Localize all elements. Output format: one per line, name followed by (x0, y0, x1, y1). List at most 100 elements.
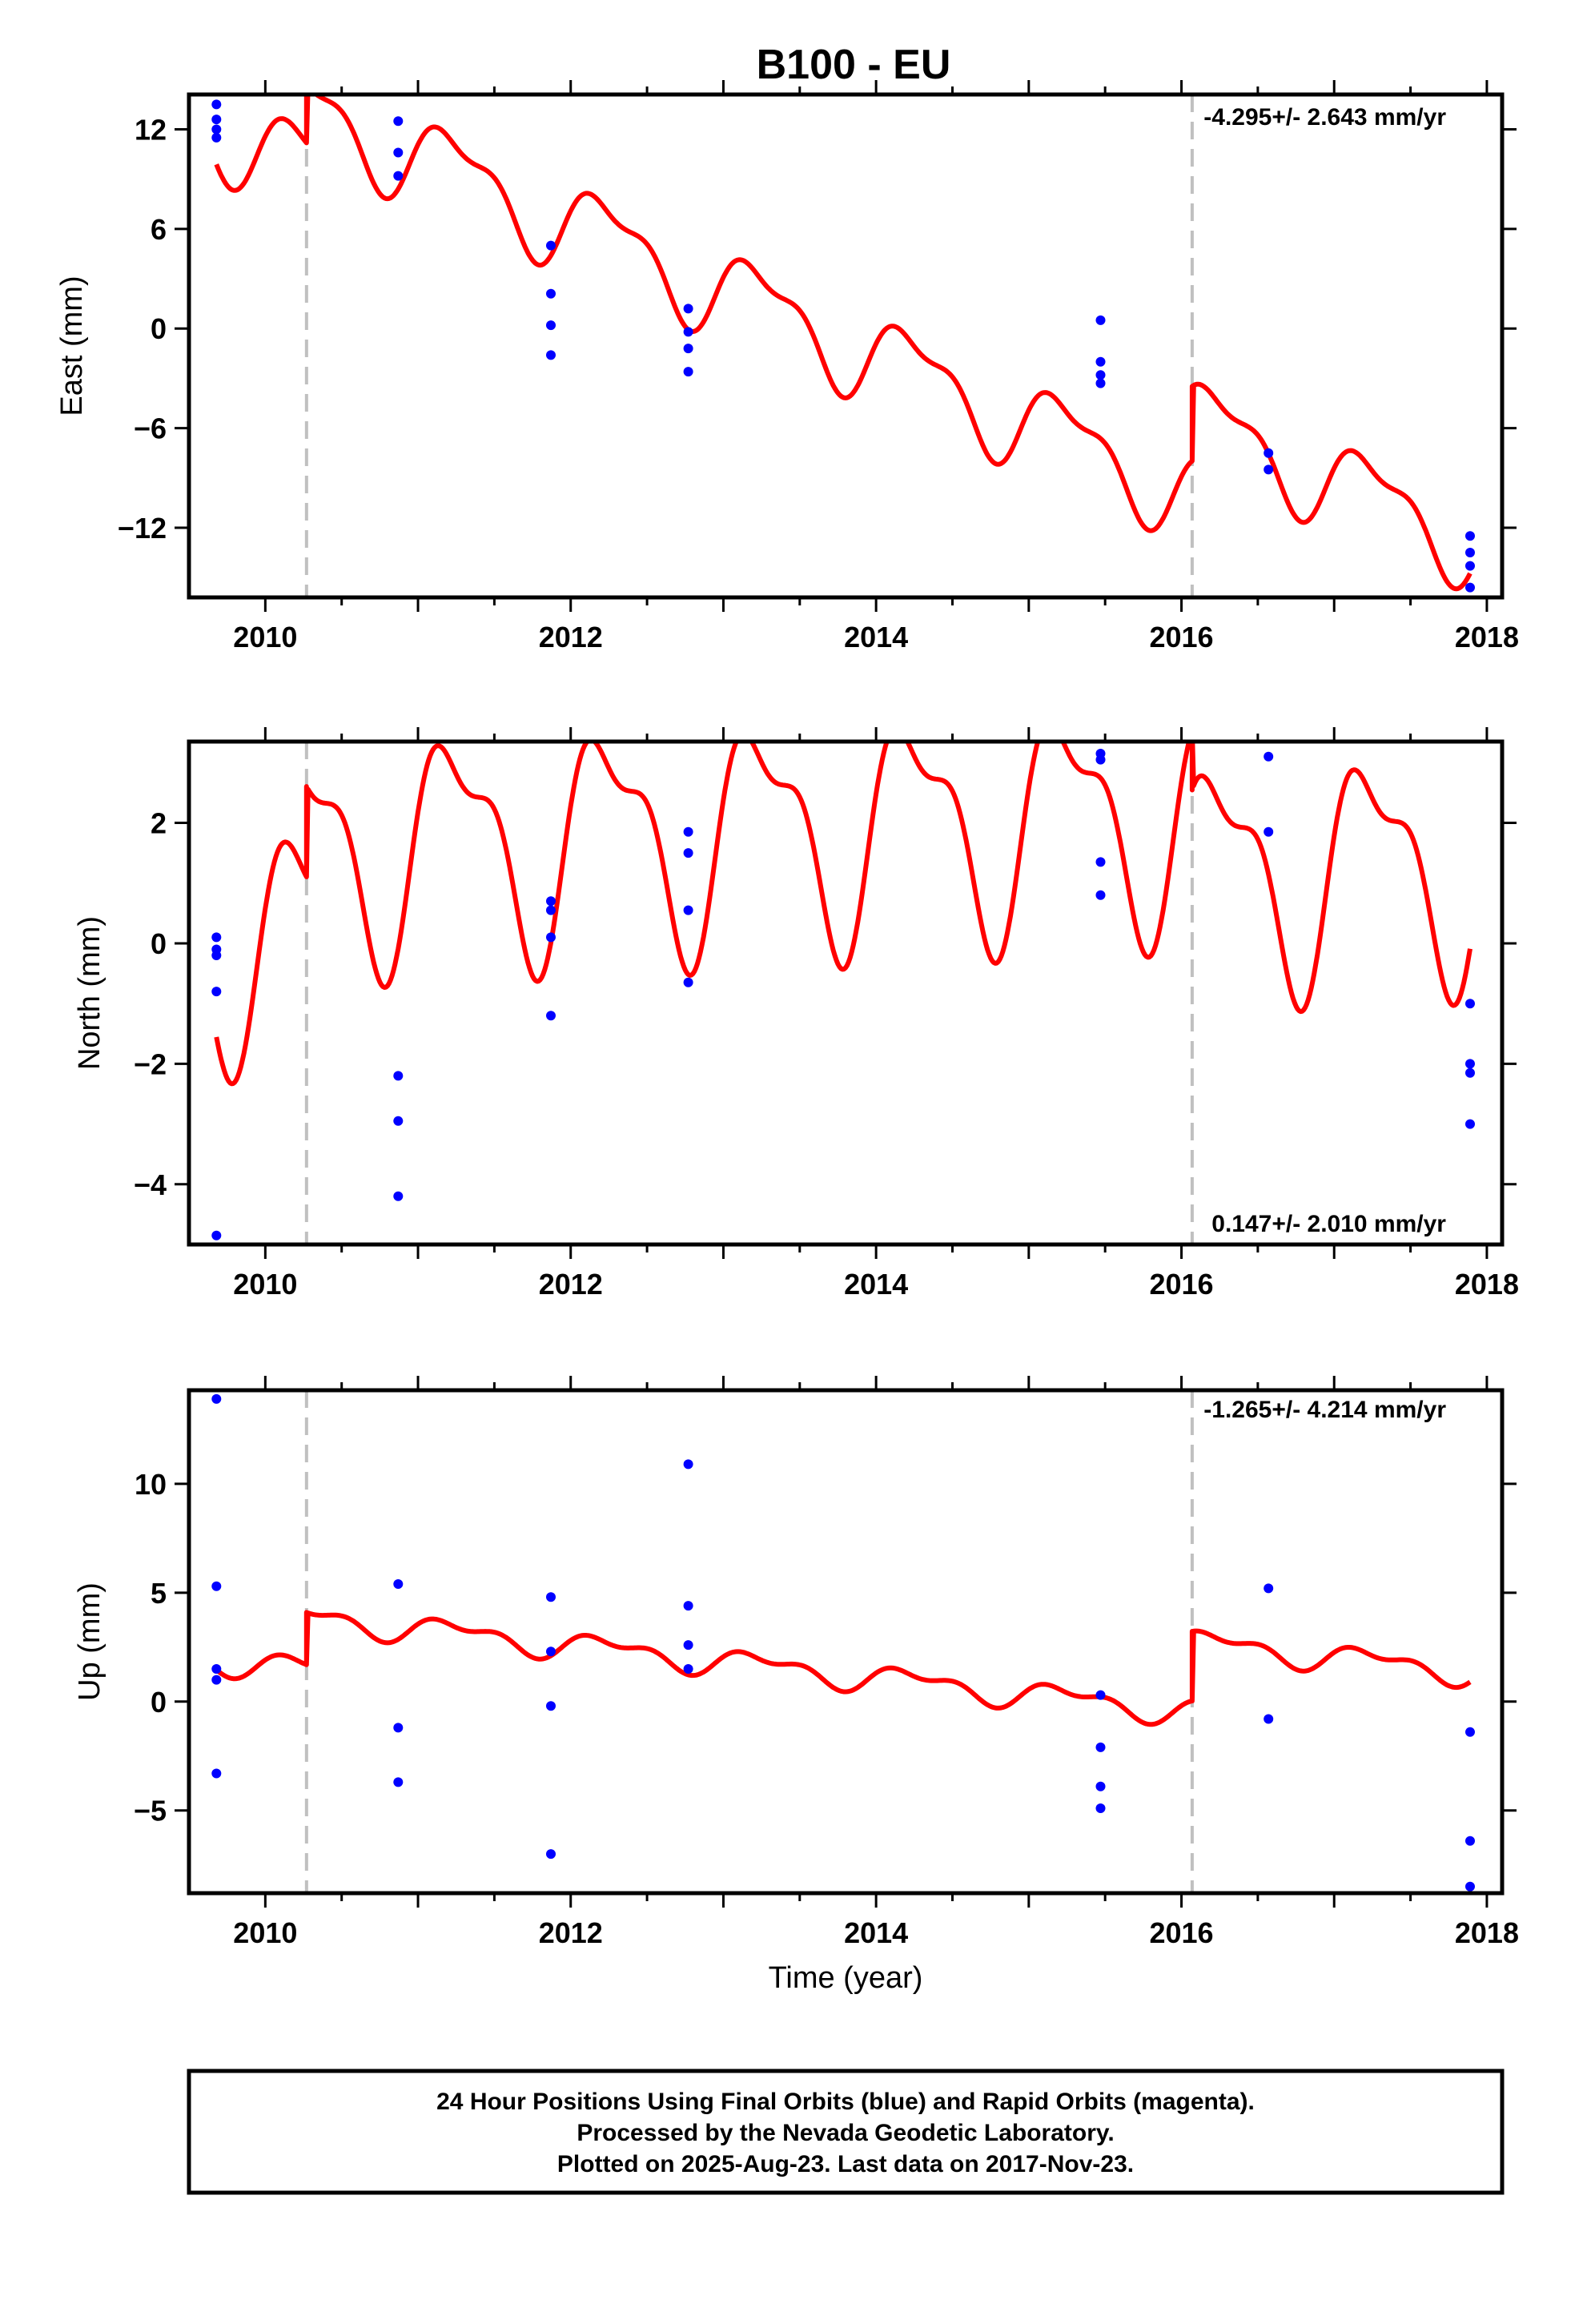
north-ytick-label-0: 2 (151, 807, 167, 840)
up-ytick-label-3: −5 (134, 1795, 167, 1827)
up-data-point-4 (211, 1768, 222, 1779)
up-rate-label: -1.265+/- 4.214 mm/yr (1203, 1397, 1446, 1423)
east-data-point-18 (1095, 378, 1106, 388)
north-data-point-12 (683, 826, 693, 837)
up-data-point-9 (546, 1647, 556, 1657)
up-xtick-label-4: 2018 (1455, 1916, 1519, 1949)
up-data-point-6 (393, 1723, 404, 1733)
east-data-points (211, 99, 1475, 593)
footer-box: 24 Hour Positions Using Final Orbits (bl… (187, 2069, 1505, 2195)
north-data-point-8 (546, 896, 556, 907)
north-data-point-10 (546, 932, 556, 943)
up-ticks: 2010 2012 2014 2016 2018 10 5 0 −5 (134, 1376, 1519, 1949)
up-xtick-label-3: 2016 (1149, 1916, 1213, 1949)
east-ytick-label-4: −12 (118, 512, 167, 545)
up-frame (187, 1388, 1505, 1896)
east-data-point-8 (546, 288, 556, 299)
east-data-point-13 (683, 344, 693, 354)
east-ytick-label-0: 12 (135, 114, 167, 147)
up-data-point-17 (1095, 1742, 1106, 1752)
north-data-point-3 (211, 987, 222, 997)
up-data-point-16 (1095, 1690, 1106, 1700)
north-data-point-24 (1465, 1068, 1475, 1078)
up-ylabel: Up (mm) (73, 1582, 106, 1701)
up-data-point-11 (546, 1849, 556, 1860)
north-ytick-label-2: −2 (134, 1047, 167, 1080)
north-data-point-13 (683, 848, 693, 858)
east-ytick-label-1: 6 (151, 213, 167, 246)
east-ytick-label-3: −6 (134, 412, 167, 445)
up-data-point-24 (1465, 1881, 1475, 1892)
east-data-point-3 (211, 132, 222, 143)
up-xtick-label-2: 2014 (844, 1916, 908, 1949)
footer-line-2: Processed by the Nevada Geodetic Laborat… (577, 2120, 1114, 2146)
north-rate-label: 0.147+/- 2.010 mm/yr (1211, 1211, 1446, 1237)
north-data-point-19 (1095, 890, 1106, 900)
north-ytick-label-3: −4 (134, 1168, 167, 1201)
footer-line-1: 24 Hour Positions Using Final Orbits (bl… (436, 2089, 1255, 2115)
up-data-points (211, 1393, 1475, 1892)
east-data-point-16 (1095, 356, 1106, 367)
up-model-curve (215, 1610, 1472, 1727)
up-data-point-10 (546, 1701, 556, 1711)
east-data-point-2 (211, 124, 222, 135)
north-model-curve (214, 742, 1472, 1087)
up-model-curve-group (215, 1610, 1472, 1727)
north-data-point-9 (546, 905, 556, 915)
up-data-point-0 (211, 1393, 222, 1404)
east-data-point-14 (683, 367, 693, 377)
north-frame (187, 739, 1505, 1247)
north-data-point-18 (1095, 857, 1106, 867)
up-data-point-8 (546, 1592, 556, 1602)
east-data-point-22 (1465, 548, 1475, 557)
north-xtick-label-2: 2014 (844, 1268, 908, 1301)
x-axis-label: Time (year) (769, 1961, 923, 1995)
up-data-point-22 (1465, 1727, 1475, 1737)
east-xtick-label-0: 2010 (233, 621, 297, 653)
north-data-point-25 (1465, 1119, 1475, 1129)
north-data-point-2 (211, 951, 222, 960)
east-rate-label: -4.295+/- 2.643 mm/yr (1203, 104, 1446, 131)
east-data-point-11 (683, 304, 693, 314)
up-data-point-12 (683, 1459, 693, 1470)
up-data-point-13 (683, 1601, 693, 1611)
east-ylabel: East (mm) (55, 275, 89, 416)
east-data-point-9 (546, 320, 556, 331)
chart-title: B100 - EU (757, 42, 951, 88)
up-xtick-label-0: 2010 (233, 1916, 297, 1949)
up-data-point-21 (1264, 1714, 1274, 1724)
north-ylabel: North (mm) (73, 916, 106, 1070)
up-data-point-7 (393, 1777, 404, 1787)
north-xtick-label-1: 2012 (539, 1268, 603, 1301)
north-data-point-5 (393, 1071, 404, 1081)
east-data-point-7 (546, 240, 556, 251)
east-data-point-10 (546, 350, 556, 360)
north-data-point-15 (683, 977, 693, 987)
north-ticks: 2010 2012 2014 2016 2018 2 0 −2 −4 (134, 727, 1519, 1301)
east-gridlines-and-breaks (304, 94, 1194, 597)
up-data-point-3 (211, 1675, 222, 1685)
up-data-point-20 (1264, 1583, 1274, 1594)
north-xtick-label-3: 2016 (1149, 1268, 1213, 1301)
east-frame (187, 92, 1505, 600)
north-data-point-0 (211, 932, 222, 943)
north-data-point-7 (393, 1191, 404, 1201)
east-xtick-label-2: 2014 (844, 621, 908, 653)
up-data-point-14 (683, 1640, 693, 1651)
east-ytick-label-2: 0 (151, 312, 167, 345)
north-gridlines-and-breaks (304, 742, 1194, 1244)
east-data-point-5 (393, 147, 404, 158)
panel-north: 2010 2012 2014 2016 2018 2 0 −2 −4 North (mm) 0.… (73, 727, 1519, 1301)
up-data-point-23 (1465, 1835, 1475, 1846)
north-data-point-20 (1264, 751, 1274, 762)
north-data-point-14 (683, 905, 693, 915)
east-data-point-20 (1264, 464, 1274, 475)
east-xtick-label-1: 2012 (539, 621, 603, 653)
east-data-point-15 (1095, 315, 1106, 325)
footer-line-3: Plotted on 2025-Aug-23. Last data on 201… (557, 2151, 1134, 2177)
east-data-point-4 (393, 116, 404, 127)
north-data-point-6 (393, 1116, 404, 1126)
east-ticks: 2010 2012 2014 2016 2018 12 6 0 −6 −12 (118, 80, 1519, 653)
